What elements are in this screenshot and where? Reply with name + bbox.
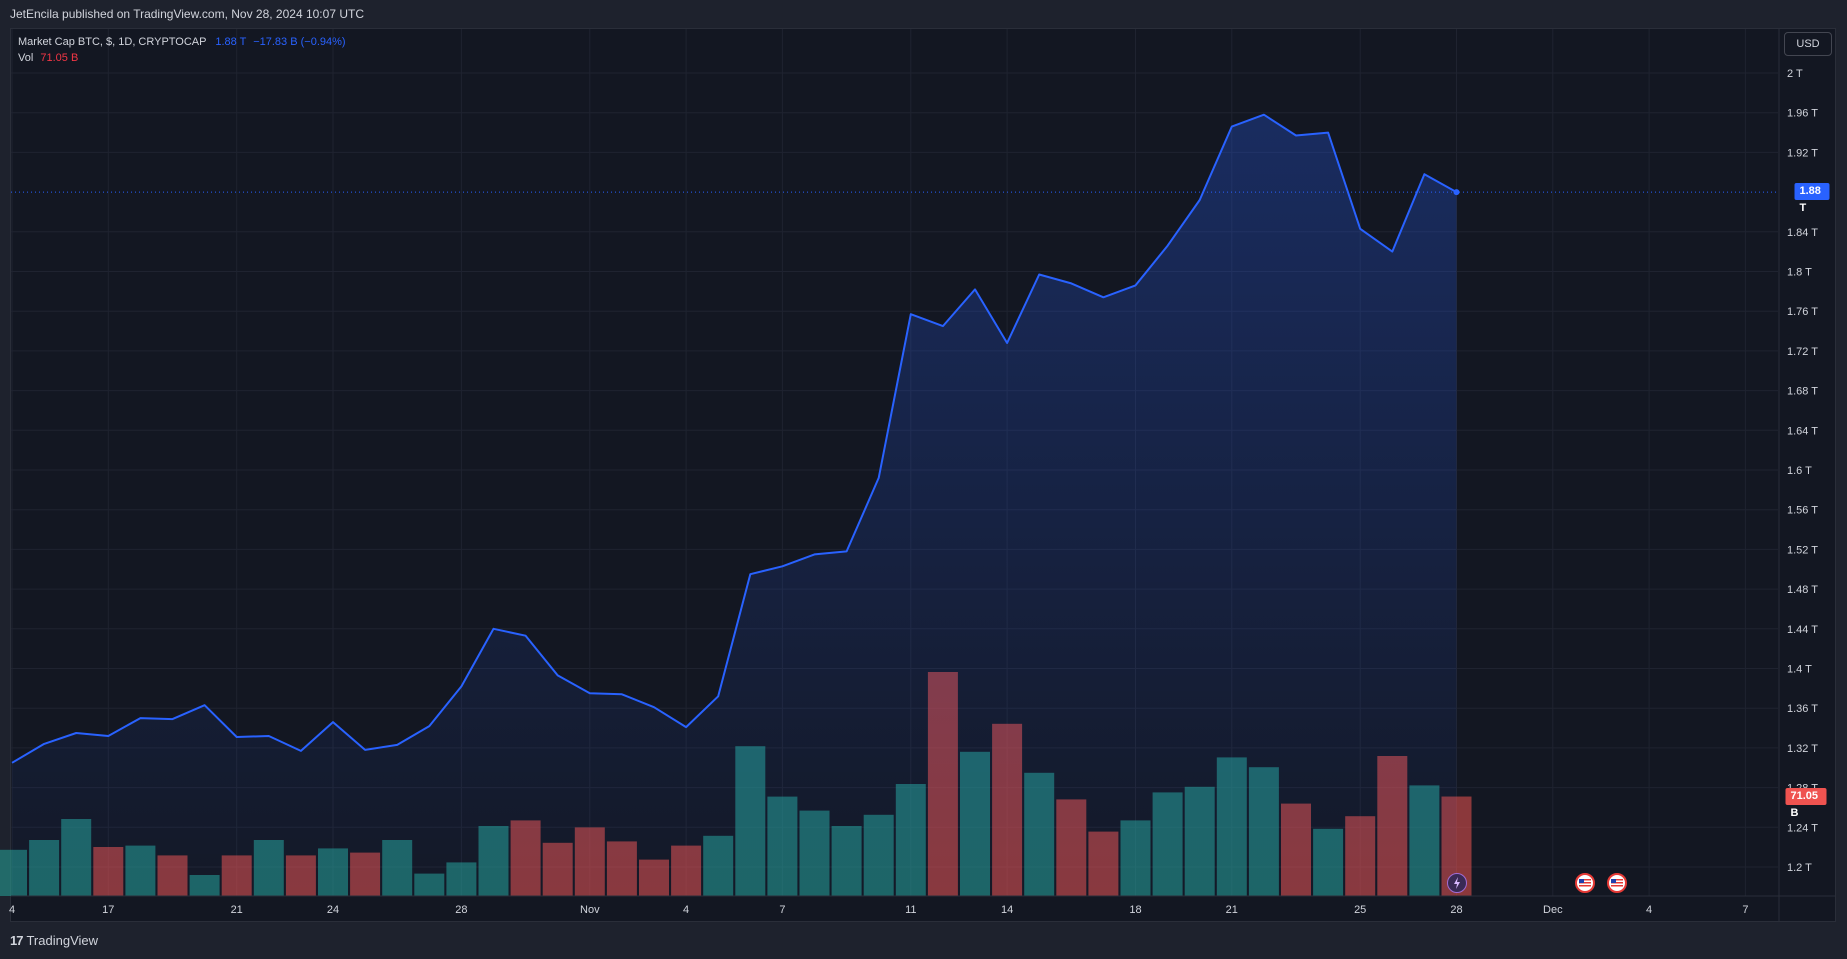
price-area: [11, 113, 1779, 896]
footer-bar: 17 TradingView: [0, 924, 1847, 959]
time-axis-tick-label: 21: [231, 904, 243, 916]
time-axis-tick-label: 7: [779, 904, 785, 916]
currency-button[interactable]: USD: [1784, 32, 1832, 56]
time-axis-tick-label: 14: [1001, 904, 1013, 916]
price-axis-tick-label: 1.36 T: [1787, 703, 1818, 715]
time-axis-tick-label: 25: [1354, 904, 1366, 916]
price-axis[interactable]: 2 T 1.96 T 1.92 T 1.84 T 1.8 T 1.76 T 1.72 T 1.…: [1778, 28, 1818, 922]
price-axis-tick-label: 1.68 T: [1787, 386, 1818, 398]
price-axis-tick-label: 1.92 T: [1787, 147, 1818, 159]
publisher-text: JetEncila published on TradingView.com, …: [10, 7, 364, 21]
time-axis-tick-label: 7: [1742, 904, 1748, 916]
legend-price: 1.88 T: [215, 36, 247, 48]
price-axis-tick-label: 1.6 T: [1787, 465, 1812, 477]
us-flag-event-icon[interactable]: [1574, 873, 1595, 893]
chart-legend: Market Cap BTC, $, 1D, CRYPTOCAP 1.88 T …: [18, 34, 346, 66]
time-axis-tick-label: 24: [327, 904, 339, 916]
time-axis-tick-label: 4: [683, 904, 689, 916]
publish-info-bar: JetEncila published on TradingView.com, …: [0, 0, 1847, 28]
last-price-tag: 1.88 T: [1794, 183, 1830, 214]
time-axis-tick-label: 28: [455, 904, 467, 916]
tradingview-logo-text: TradingView: [26, 933, 99, 948]
lightning-event-icon[interactable]: [1446, 873, 1467, 893]
price-axis-tick-label: 1.4 T: [1787, 664, 1812, 676]
price-axis-tick-label: 1.64 T: [1787, 425, 1818, 437]
time-axis-tick-label: 17: [102, 904, 114, 916]
legend-volume-value: 71.05 B: [40, 52, 79, 64]
price-axis-tick-label: 1.44 T: [1787, 624, 1818, 636]
price-axis-tick-label: 1.52 T: [1787, 544, 1818, 556]
price-axis-tick-label: 1.48 T: [1787, 584, 1818, 596]
last-volume-tag: 71.05 B: [1785, 787, 1827, 819]
legend-volume-row[interactable]: Vol 71.05 B: [18, 50, 346, 66]
price-axis-tick-label: 1.84 T: [1787, 227, 1818, 239]
volume-label: Vol: [18, 52, 34, 64]
price-axis-tick-label: 1.56 T: [1787, 505, 1818, 517]
price-axis-tick-label: 1.24 T: [1787, 822, 1818, 834]
time-axis-tick-label: Nov: [580, 904, 600, 916]
price-line: [11, 113, 1457, 764]
time-axis[interactable]: 4 17 21 24 28 Nov 4 7 11 14 18 21 25 28 Dec 4 7: [9, 895, 1836, 916]
price-area-fill: [12, 114, 1457, 896]
legend-symbol-row[interactable]: Market Cap BTC, $, 1D, CRYPTOCAP 1.88 T …: [18, 34, 346, 50]
time-axis-tick-label: 21: [1226, 904, 1238, 916]
price-axis-tick-label: 1.96 T: [1787, 108, 1818, 120]
price-axis-tick-label: 1.32 T: [1787, 743, 1818, 755]
symbol-name[interactable]: Market Cap BTC, $, 1D, CRYPTOCAP: [18, 36, 207, 48]
price-axis-tick-label: 1.2 T: [1787, 862, 1812, 874]
last-price-dot: [1453, 189, 1460, 196]
time-axis-tick-label: 18: [1129, 904, 1141, 916]
tradingview-logo-mark: 17: [10, 933, 24, 948]
tradingview-logo[interactable]: 17 TradingView: [10, 933, 98, 948]
us-flag-event-icon[interactable]: [1607, 873, 1627, 893]
price-axis-tick-label: 1.76 T: [1787, 306, 1818, 318]
price-axis-tick-label: 1.8 T: [1787, 267, 1812, 279]
time-axis-tick-label: 4: [9, 904, 15, 916]
time-axis-tick-label: 4: [1646, 904, 1652, 916]
price-axis-tick-label: 1.72 T: [1787, 346, 1818, 358]
time-axis-tick-label: 11: [905, 904, 916, 916]
price-axis-tick-label: 2 T: [1787, 68, 1803, 80]
time-axis-tick-label: Dec: [1543, 904, 1563, 916]
time-axis-tick-label: 28: [1450, 904, 1462, 916]
legend-change: −17.83 B (−0.94%): [253, 36, 346, 48]
